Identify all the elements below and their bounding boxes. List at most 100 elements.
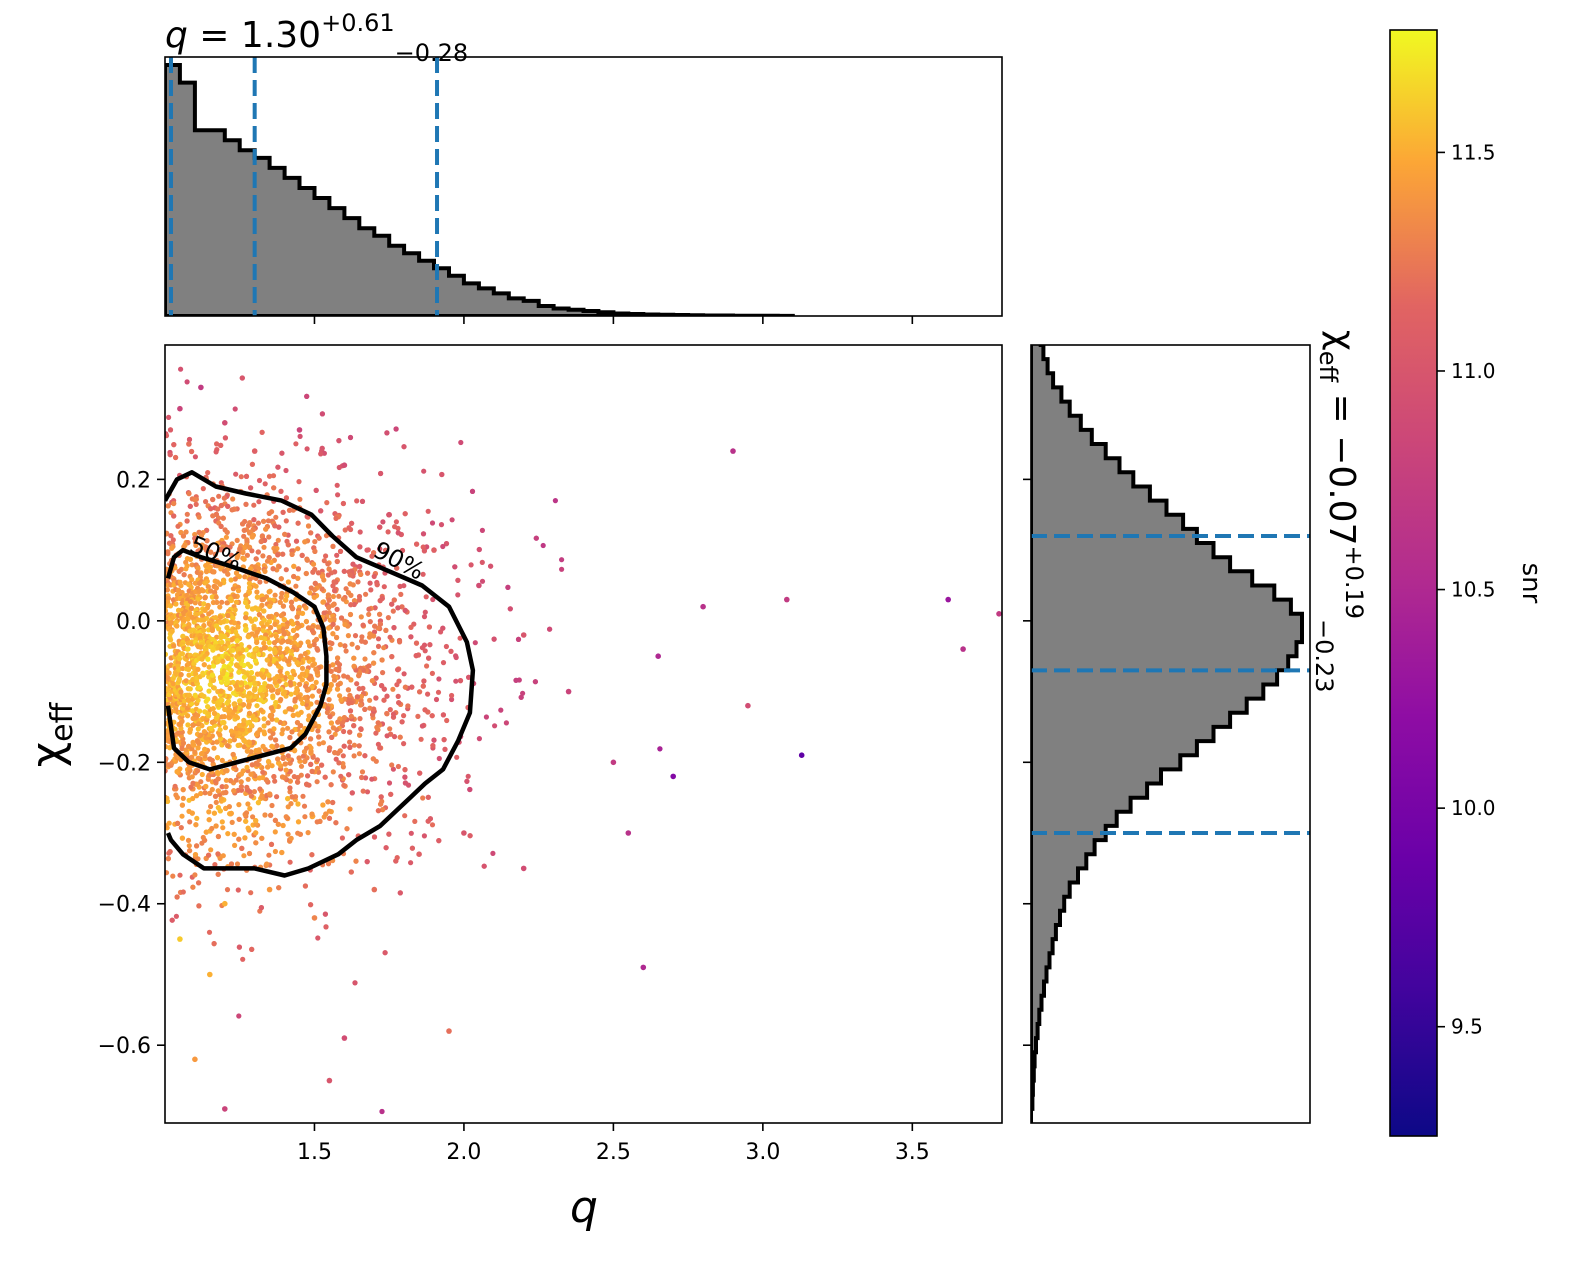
scatter-point xyxy=(334,625,340,631)
scatter-point xyxy=(218,796,224,802)
scatter-point xyxy=(413,640,420,646)
scatter-point xyxy=(304,687,310,693)
scatter-point xyxy=(640,964,647,971)
scatter-point xyxy=(231,593,237,600)
scatter-point xyxy=(334,686,341,692)
scatter-point xyxy=(369,553,375,559)
scatter-point xyxy=(408,624,414,630)
scatter-point xyxy=(375,808,381,814)
scatter-point xyxy=(383,627,389,634)
scatter-point xyxy=(402,774,408,780)
scatter-point xyxy=(399,604,405,610)
scatter-point xyxy=(171,582,177,588)
scatter-point xyxy=(193,542,199,549)
scatter-point xyxy=(290,668,296,675)
scatter-point xyxy=(270,566,276,572)
scatter-point xyxy=(422,707,428,713)
scatter-point xyxy=(245,523,252,529)
scatter-point xyxy=(230,496,236,502)
scatter-point xyxy=(341,715,347,721)
scatter-point xyxy=(342,643,348,649)
scatter-point xyxy=(351,663,357,669)
scatter-point xyxy=(201,662,207,668)
scatter-point xyxy=(421,614,428,620)
scatter-point xyxy=(349,520,355,526)
scatter-point xyxy=(175,820,181,827)
colorbar-tick-label: 10.5 xyxy=(1451,578,1496,602)
scatter-point xyxy=(261,716,267,722)
scatter-point xyxy=(196,903,202,909)
scatter-point xyxy=(183,678,189,684)
scatter-point xyxy=(215,871,221,877)
scatter-point xyxy=(330,662,336,668)
scatter-point xyxy=(481,863,487,869)
scatter-point xyxy=(272,680,278,686)
scatter-point xyxy=(192,580,199,586)
scatter-point xyxy=(267,661,273,667)
scatter-point xyxy=(379,683,385,689)
scatter-point xyxy=(272,778,278,784)
scatter-point xyxy=(421,548,427,554)
scatter-point xyxy=(247,727,253,733)
scatter-point xyxy=(269,743,275,749)
scatter-point xyxy=(294,625,300,631)
scatter-point xyxy=(233,471,239,477)
scatter-point xyxy=(309,811,315,817)
scatter-point xyxy=(186,697,192,704)
scatter-point xyxy=(269,802,275,809)
scatter-point xyxy=(326,1077,333,1084)
scatter-point xyxy=(285,725,291,731)
scatter-point xyxy=(272,676,278,682)
scatter-point xyxy=(520,865,527,872)
scatter-point xyxy=(246,710,253,717)
scatter-point xyxy=(171,442,177,448)
scatter-point xyxy=(368,587,374,593)
scatter-point xyxy=(267,603,273,609)
scatter-point xyxy=(379,798,385,805)
scatter-point xyxy=(395,693,401,700)
scatter-point xyxy=(299,552,305,559)
scatter-point xyxy=(467,833,473,839)
scatter-point xyxy=(233,599,239,605)
contour-label-90: 90% xyxy=(369,536,429,586)
scatter-point xyxy=(730,448,736,454)
scatter-point xyxy=(247,576,253,582)
scatter-point xyxy=(260,743,266,750)
scatter-point xyxy=(259,429,265,435)
scatter-point xyxy=(453,653,459,659)
scatter-point xyxy=(228,728,235,734)
scatter-point xyxy=(290,712,296,719)
scatter-point xyxy=(414,541,420,547)
scatter-point xyxy=(205,656,211,662)
scatter-point xyxy=(288,835,294,842)
scatter-point xyxy=(430,743,436,749)
scatter-point xyxy=(366,634,373,640)
scatter-point xyxy=(167,452,173,458)
scatter-point xyxy=(225,571,231,577)
scatter-point xyxy=(507,606,513,612)
scatter-point xyxy=(348,526,354,533)
scatter-point xyxy=(352,980,358,986)
scatter-point xyxy=(325,572,331,578)
scatter-point xyxy=(255,520,261,526)
scatter-point xyxy=(367,705,373,711)
scatter-point xyxy=(295,711,301,717)
scatter-point xyxy=(357,716,363,722)
scatter-point xyxy=(200,834,206,841)
top-hist-bars xyxy=(165,57,795,316)
scatter-point xyxy=(213,615,219,621)
scatter-point xyxy=(180,740,186,746)
scatter-point xyxy=(272,817,278,824)
scatter-point xyxy=(369,776,375,782)
scatter-point xyxy=(280,622,286,628)
scatter-point xyxy=(311,594,317,600)
scatter-point xyxy=(366,611,372,618)
scatter-point xyxy=(187,819,193,825)
scatter-point xyxy=(316,535,322,541)
scatter-point xyxy=(259,597,265,603)
scatter-point xyxy=(503,720,509,726)
scatter-point xyxy=(298,763,305,769)
scatter-point xyxy=(429,670,435,677)
scatter-point xyxy=(246,690,253,696)
scatter-point xyxy=(387,634,393,640)
